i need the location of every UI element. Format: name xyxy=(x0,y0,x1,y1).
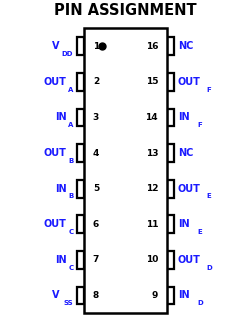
Text: 16: 16 xyxy=(145,42,158,51)
Text: 8: 8 xyxy=(92,291,99,300)
Bar xyxy=(77,38,84,55)
Text: 15: 15 xyxy=(145,77,158,86)
Text: NC: NC xyxy=(177,41,192,51)
Bar xyxy=(77,251,84,269)
Text: F: F xyxy=(206,86,210,92)
Bar xyxy=(84,28,166,313)
Bar xyxy=(166,144,173,162)
Text: F: F xyxy=(196,122,201,128)
Text: IN: IN xyxy=(54,184,66,194)
Bar xyxy=(166,251,173,269)
Text: OUT: OUT xyxy=(43,148,66,158)
Text: IN: IN xyxy=(177,219,188,229)
Text: IN: IN xyxy=(54,113,66,123)
Text: 11: 11 xyxy=(145,220,158,229)
Text: B: B xyxy=(68,193,73,199)
Text: OUT: OUT xyxy=(177,255,200,265)
Text: OUT: OUT xyxy=(177,77,200,87)
Text: E: E xyxy=(206,193,210,199)
Text: A: A xyxy=(68,122,73,128)
Text: IN: IN xyxy=(177,113,188,123)
Text: NC: NC xyxy=(177,148,192,158)
Bar xyxy=(77,215,84,233)
Bar xyxy=(166,286,173,304)
Text: 12: 12 xyxy=(145,184,158,193)
Text: 10: 10 xyxy=(145,255,158,264)
Text: V: V xyxy=(52,290,59,300)
Text: 6: 6 xyxy=(92,220,99,229)
Text: 14: 14 xyxy=(145,113,158,122)
Text: OUT: OUT xyxy=(43,77,66,87)
Text: C: C xyxy=(68,265,73,271)
Bar xyxy=(77,180,84,198)
Text: 13: 13 xyxy=(145,148,158,157)
Text: 7: 7 xyxy=(92,255,99,264)
Bar xyxy=(77,144,84,162)
Bar xyxy=(77,73,84,91)
Bar xyxy=(166,38,173,55)
Text: 1: 1 xyxy=(92,42,99,51)
Bar xyxy=(166,180,173,198)
Text: B: B xyxy=(68,158,73,164)
Bar xyxy=(166,109,173,126)
Text: 9: 9 xyxy=(151,291,158,300)
Text: IN: IN xyxy=(54,255,66,265)
Text: DD: DD xyxy=(62,51,73,57)
Text: C: C xyxy=(68,229,73,235)
Text: OUT: OUT xyxy=(177,184,200,194)
Text: SS: SS xyxy=(64,300,73,306)
Text: E: E xyxy=(196,229,201,235)
Text: V: V xyxy=(52,41,59,51)
Bar xyxy=(77,286,84,304)
Text: D: D xyxy=(196,300,202,306)
Text: IN: IN xyxy=(177,290,188,300)
Text: 4: 4 xyxy=(92,148,99,157)
Text: A: A xyxy=(68,86,73,92)
Text: 2: 2 xyxy=(92,77,99,86)
Bar xyxy=(166,73,173,91)
Text: OUT: OUT xyxy=(43,219,66,229)
Bar xyxy=(77,109,84,126)
Text: D: D xyxy=(206,265,212,271)
Text: 3: 3 xyxy=(92,113,99,122)
Bar xyxy=(166,215,173,233)
Text: 5: 5 xyxy=(92,184,99,193)
Text: PIN ASSIGNMENT: PIN ASSIGNMENT xyxy=(54,3,196,18)
